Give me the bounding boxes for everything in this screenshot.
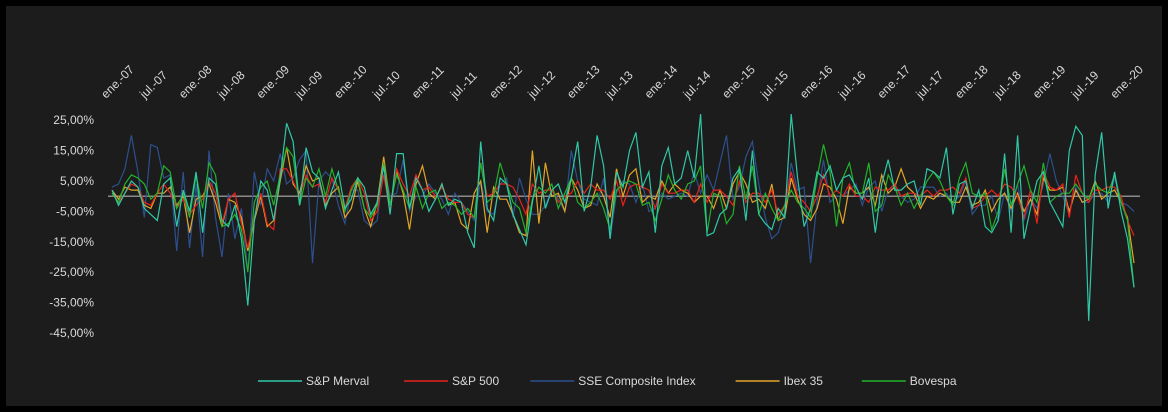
y-tick-label: -35,00% xyxy=(49,296,94,310)
y-tick-label: 15,00% xyxy=(53,144,94,158)
y-tick-label: -45,00% xyxy=(49,326,94,340)
series-line xyxy=(111,114,1135,321)
series-line xyxy=(111,162,1135,249)
series-line xyxy=(111,147,1135,264)
y-tick-label: 5,00% xyxy=(60,174,94,188)
y-tick-label: -25,00% xyxy=(49,265,94,279)
legend-label: S&P Merval xyxy=(306,374,369,388)
legend-label: Bovespa xyxy=(910,374,957,388)
legend-label: Ibex 35 xyxy=(784,374,824,388)
y-tick-label: 25,00% xyxy=(53,113,94,127)
legend-label: SSE Composite Index xyxy=(578,374,695,388)
legend-label: S&P 500 xyxy=(452,374,499,388)
y-tick-label: -15,00% xyxy=(49,235,94,249)
y-tick-label: -5,00% xyxy=(56,204,94,218)
